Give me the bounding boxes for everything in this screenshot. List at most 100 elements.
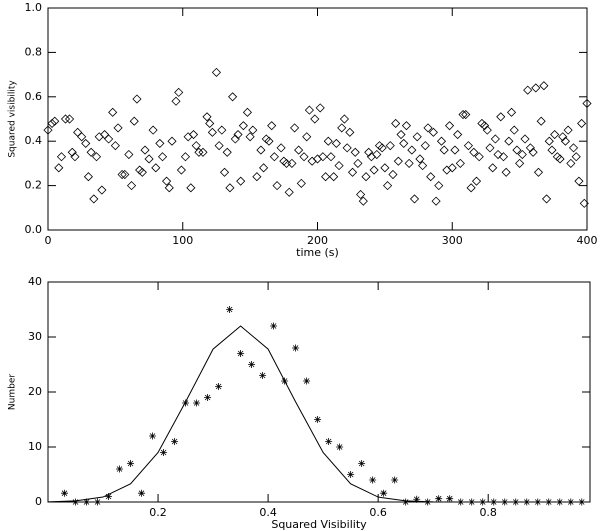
data-point: [539, 81, 549, 91]
data-point: [151, 163, 161, 173]
plot-frame: [47, 7, 588, 231]
data-point: [458, 109, 468, 120]
data-point: [245, 132, 255, 142]
data-point: [207, 127, 217, 137]
histogram-point: [578, 498, 586, 506]
data-point: [129, 116, 139, 126]
data-point: [520, 134, 530, 144]
histogram-point: [402, 498, 410, 506]
histogram-point: [116, 465, 124, 473]
y-tick-label: 30: [28, 330, 42, 343]
histogram-point: [149, 432, 157, 440]
data-point: [536, 116, 546, 126]
data-point: [83, 172, 93, 182]
data-point: [501, 167, 511, 177]
data-point: [287, 158, 297, 168]
data-point: [388, 169, 398, 180]
data-point: [547, 145, 557, 155]
data-point: [329, 172, 339, 182]
histogram-point: [314, 416, 322, 423]
data-point: [574, 176, 584, 186]
data-point: [164, 183, 174, 193]
data-point: [299, 152, 309, 162]
data-point: [461, 109, 471, 120]
histogram-point: [248, 361, 256, 368]
histogram-point: [336, 443, 344, 451]
data-point: [126, 181, 137, 191]
data-point: [167, 136, 177, 146]
data-point: [383, 181, 393, 191]
data-point: [261, 134, 271, 144]
data-point: [550, 129, 560, 140]
data-point: [509, 125, 519, 135]
data-point: [321, 172, 331, 182]
histogram-point: [94, 498, 102, 506]
data-point: [466, 183, 476, 193]
data-point: [186, 183, 196, 193]
data-point: [323, 136, 333, 146]
data-point: [264, 136, 274, 146]
data-point: [194, 147, 204, 157]
data-point: [477, 118, 487, 129]
data-point: [498, 152, 509, 162]
data-point: [533, 167, 544, 177]
y-tick-label: 40: [28, 275, 42, 288]
data-point: [399, 138, 409, 148]
histogram-point: [259, 372, 267, 379]
histogram-point: [270, 322, 278, 330]
data-point: [211, 67, 222, 77]
y-tick-label: 0.8: [25, 45, 43, 58]
data-point: [372, 149, 382, 160]
data-point: [205, 118, 215, 129]
data-point: [471, 176, 482, 186]
y-tick-label: 10: [28, 440, 42, 453]
data-point: [480, 121, 490, 131]
x-tick-label: 0: [45, 234, 52, 247]
data-point: [198, 147, 208, 157]
histogram-point: [292, 344, 300, 352]
x-tick-label: 0.8: [479, 506, 497, 519]
x-tick-label: 0.4: [259, 506, 277, 519]
y-axis-label: Squared visibility: [8, 80, 18, 158]
data-point: [531, 83, 541, 93]
histogram-point: [83, 498, 91, 506]
data-point: [312, 154, 323, 164]
data-point: [434, 181, 444, 191]
histogram-point: [369, 476, 377, 484]
data-point: [469, 147, 479, 157]
data-point: [70, 152, 80, 162]
x-tick-label: 0.6: [369, 506, 387, 519]
data-point: [412, 132, 422, 142]
data-point: [214, 141, 224, 151]
data-point: [217, 125, 227, 135]
data-point: [91, 152, 102, 162]
data-point: [453, 129, 463, 140]
y-tick-label: 0.4: [25, 134, 43, 147]
data-point: [171, 96, 181, 106]
data-point: [404, 158, 414, 168]
data-point: [94, 132, 104, 142]
histogram-point: [358, 460, 366, 467]
data-point: [347, 167, 358, 177]
data-point: [117, 169, 127, 180]
data-point: [219, 167, 230, 177]
data-point: [174, 87, 184, 97]
data-point: [331, 138, 341, 148]
data-point: [447, 163, 457, 173]
data-point: [420, 141, 430, 151]
data-point: [81, 138, 91, 148]
data-point: [409, 194, 420, 204]
data-point: [89, 194, 99, 204]
data-point: [342, 143, 352, 153]
data-point: [135, 165, 145, 175]
data-point: [120, 169, 130, 180]
data-point: [180, 152, 191, 162]
data-point: [252, 172, 262, 182]
data-point: [183, 132, 193, 142]
histogram-point: [193, 399, 201, 407]
data-point: [47, 118, 57, 129]
data-point: [56, 152, 67, 162]
data-point: [155, 138, 165, 148]
data-point: [385, 141, 395, 151]
